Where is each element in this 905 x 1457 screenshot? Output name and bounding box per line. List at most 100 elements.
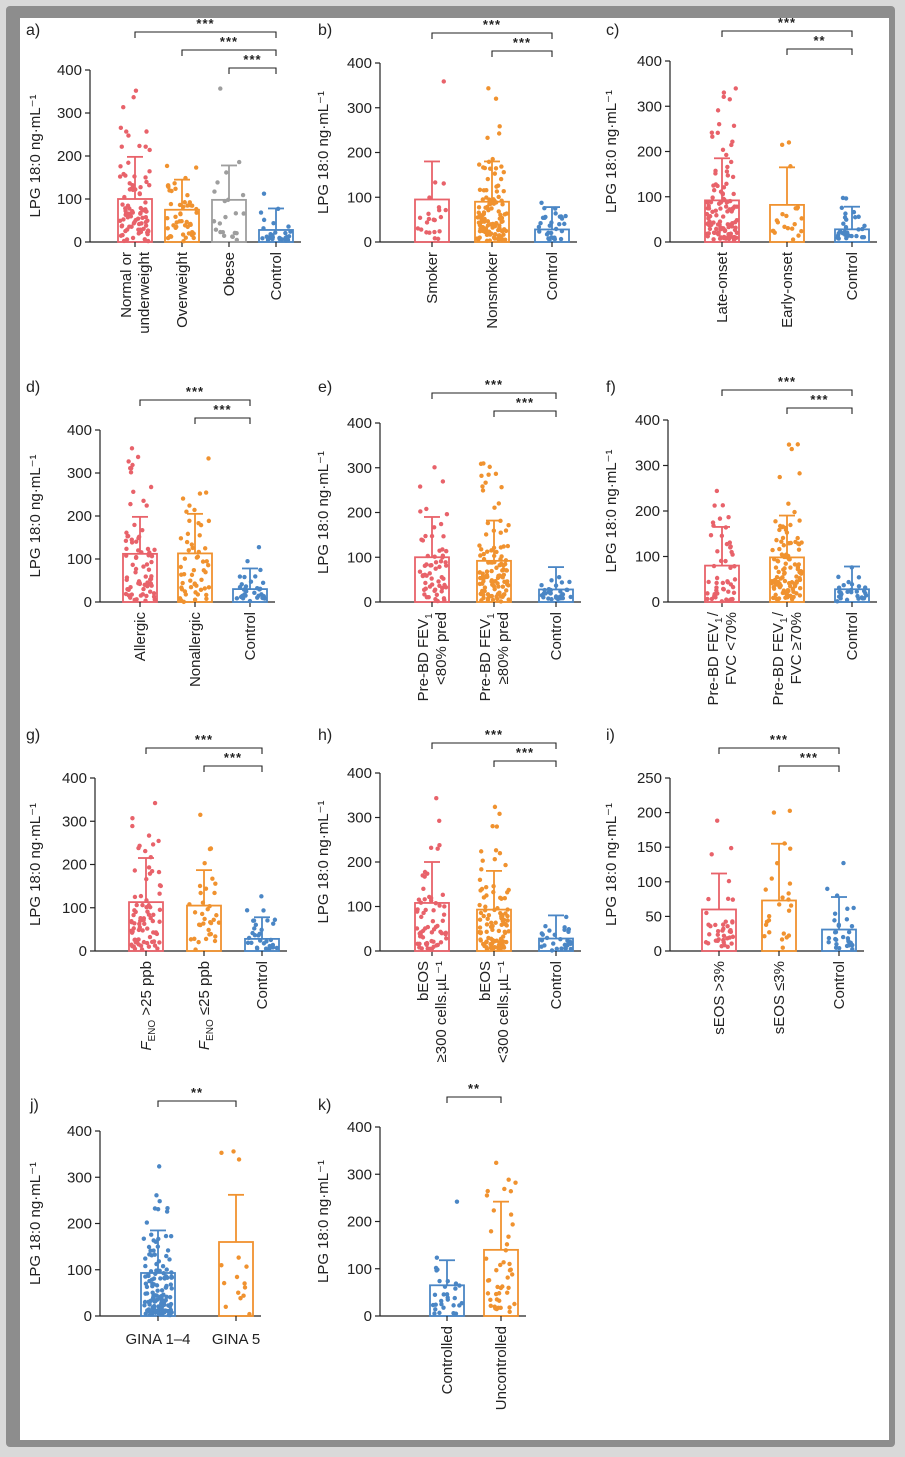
data-point xyxy=(558,589,563,594)
y-tick-label: 100 xyxy=(635,549,660,566)
data-point xyxy=(834,941,839,947)
data-point xyxy=(234,596,240,601)
data-point xyxy=(144,129,149,134)
x-category-label: Allergic xyxy=(132,612,149,662)
data-point xyxy=(141,498,146,504)
data-point xyxy=(419,946,424,951)
data-point xyxy=(433,1307,438,1312)
data-point xyxy=(730,897,736,902)
data-point xyxy=(146,833,152,838)
data-point xyxy=(500,219,505,224)
data-point xyxy=(234,237,240,243)
data-point xyxy=(854,589,860,594)
data-point xyxy=(243,593,248,598)
data-point xyxy=(143,223,149,228)
data-point xyxy=(129,930,135,935)
data-point xyxy=(725,579,730,584)
data-point xyxy=(174,224,179,229)
data-point xyxy=(855,593,860,599)
data-point xyxy=(215,180,220,185)
data-point xyxy=(157,940,162,945)
data-point xyxy=(196,549,202,555)
data-point xyxy=(779,142,785,148)
data-point xyxy=(485,549,490,554)
data-point xyxy=(148,589,153,594)
y-tick-label: 300 xyxy=(62,813,87,830)
data-point xyxy=(125,215,131,220)
x-category-label: Control xyxy=(254,961,271,1009)
data-point xyxy=(491,884,496,889)
data-point xyxy=(788,540,794,546)
data-point xyxy=(499,554,504,559)
data-point xyxy=(504,1242,510,1247)
data-point xyxy=(220,229,226,235)
data-point xyxy=(431,908,436,913)
data-point xyxy=(219,1150,224,1156)
data-point xyxy=(168,234,174,239)
data-point xyxy=(438,214,444,220)
data-point xyxy=(134,938,140,944)
data-point xyxy=(843,225,849,230)
data-point xyxy=(440,555,445,560)
data-point xyxy=(179,587,185,592)
data-point xyxy=(551,235,556,241)
y-tick-label: 0 xyxy=(84,594,92,611)
x-category-label: Early-onset xyxy=(779,251,796,328)
panel-label: b) xyxy=(318,22,332,39)
data-point xyxy=(486,560,491,565)
data-point xyxy=(156,1304,161,1309)
data-point xyxy=(714,213,719,218)
data-point xyxy=(118,164,123,169)
data-point xyxy=(795,566,801,572)
data-point xyxy=(444,1292,450,1297)
data-point xyxy=(156,1259,162,1264)
y-tick-label: 0 xyxy=(364,594,372,611)
data-point xyxy=(252,932,258,938)
data-point xyxy=(432,1311,437,1316)
data-point xyxy=(133,570,138,575)
y-tick-label: 100 xyxy=(347,189,372,206)
y-tick-label: 200 xyxy=(347,505,372,522)
data-point xyxy=(504,1290,510,1295)
data-point xyxy=(270,236,275,242)
data-point xyxy=(482,908,488,913)
data-point xyxy=(128,470,134,475)
data-point xyxy=(233,211,239,216)
data-point xyxy=(440,892,446,898)
data-point xyxy=(121,105,126,110)
data-point xyxy=(705,234,710,239)
data-point xyxy=(273,230,278,235)
data-point xyxy=(212,890,217,896)
data-point xyxy=(177,202,183,208)
data-point xyxy=(146,1273,151,1279)
data-point xyxy=(148,915,153,921)
y-axis-label: LPG 18:0 ng·mL⁻¹ xyxy=(27,803,44,926)
panel-j: j) LPG 18:0 ng·mL⁻¹ 0 100 200 300 400 GINA 1–4 G… xyxy=(27,1085,261,1348)
data-point xyxy=(433,566,438,571)
data-point xyxy=(495,1284,500,1290)
data-point xyxy=(709,852,714,857)
y-tick-label: 200 xyxy=(57,148,82,165)
data-point xyxy=(144,562,150,567)
x-category-label: bEOS xyxy=(477,961,494,1001)
data-point xyxy=(143,848,148,854)
data-point xyxy=(429,947,434,952)
data-point xyxy=(286,224,291,229)
data-point xyxy=(206,927,211,933)
significance-label: ** xyxy=(813,33,825,48)
data-point xyxy=(508,1267,513,1272)
y-tick-label: 400 xyxy=(62,770,87,787)
data-point xyxy=(556,575,562,580)
data-point xyxy=(133,88,139,93)
data-point xyxy=(495,581,500,586)
y-tick-label: 100 xyxy=(62,900,87,917)
data-point xyxy=(443,560,448,565)
data-point xyxy=(781,543,787,548)
data-point xyxy=(492,804,498,810)
data-point xyxy=(437,1310,442,1316)
data-point xyxy=(832,930,838,935)
data-point xyxy=(417,569,423,574)
data-point xyxy=(833,936,838,942)
data-point xyxy=(267,943,272,949)
data-point xyxy=(217,221,223,226)
